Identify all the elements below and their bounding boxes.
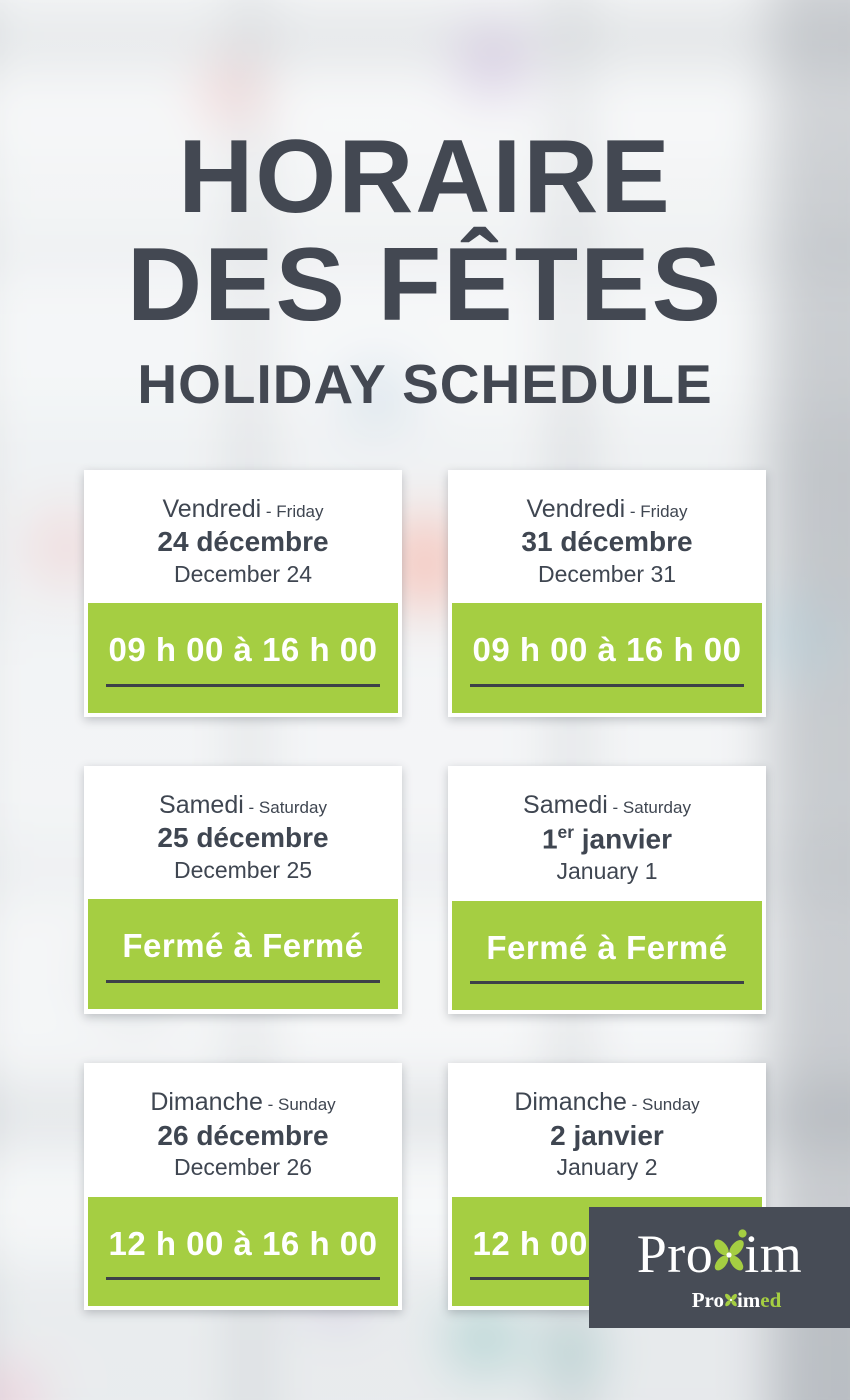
schedule-card: Samedi - Saturday 1er janvier January 1 … — [448, 765, 766, 1015]
card-day-line: Dimanche - Sunday — [458, 1089, 756, 1115]
card-day-line: Vendredi - Friday — [458, 496, 756, 522]
card-hours-text: 09 h 00 à 16 h 00 — [108, 631, 378, 669]
card-hours-block: 12 h 00 à 16 h 00 — [88, 1196, 398, 1307]
card-date-en: December 31 — [537, 561, 677, 588]
card-hours-underline — [470, 683, 744, 687]
card-day-separator: - — [625, 502, 641, 521]
card-day-separator: - — [262, 1095, 278, 1115]
card-hours-underline — [106, 683, 380, 687]
card-header: Samedi - Saturday 25 décembre December 2… — [88, 770, 398, 899]
card-day-fr: Dimanche — [150, 1088, 263, 1117]
logo-sub-post: ed — [760, 1287, 782, 1312]
card-day-en: Friday — [640, 502, 688, 521]
card-day-separator: - — [261, 502, 277, 521]
card-hours-underline — [106, 979, 380, 983]
card-date-fr: 31 décembre — [521, 526, 693, 558]
card-date-fr: 24 décembre — [157, 526, 329, 558]
schedule-card: Samedi - Saturday 25 décembre December 2… — [84, 765, 402, 1015]
card-hours-block: 09 h 00 à 16 h 00 — [88, 603, 398, 713]
card-hours-text: 12 h 00 à 16 h 00 — [108, 1224, 378, 1262]
page-title-fr-line2: DES FÊTES — [127, 226, 723, 343]
card-day-line: Samedi - Saturday — [458, 792, 756, 818]
card-hours-underline — [106, 1277, 380, 1281]
card-day-line: Dimanche - Sunday — [94, 1089, 392, 1115]
card-day-en: Saturday — [622, 797, 691, 817]
card-day-en: Friday — [276, 502, 324, 521]
card-day-fr: Vendredi — [162, 495, 262, 523]
card-date-fr: 26 décembre — [157, 1119, 329, 1151]
card-header: Dimanche - Sunday 2 janvier January 2 — [452, 1067, 762, 1196]
card-date-en: December 26 — [173, 1154, 313, 1181]
card-day-fr: Samedi — [159, 790, 244, 819]
card-header: Samedi - Saturday 1er janvier January 1 — [452, 770, 762, 901]
schedule-card: Vendredi - Friday 24 décembre December 2… — [84, 470, 402, 717]
logo-text-pre: Pro — [636, 1223, 714, 1284]
page-title-en: HOLIDAY SCHEDULE — [137, 352, 713, 415]
card-day-en: Sunday — [278, 1095, 336, 1115]
card-date-fr-ordinal: er — [557, 822, 574, 843]
logo-wordmark-proximed: Pro imed — [691, 1287, 782, 1312]
card-day-separator: - — [243, 797, 259, 817]
card-header: Vendredi - Friday 24 décembre December 2… — [88, 474, 398, 603]
schedule-card: Vendredi - Friday 31 décembre December 3… — [448, 470, 766, 717]
card-hours-text: 09 h 00 à 16 h 00 — [472, 631, 742, 669]
card-hours-block: Fermé à Fermé — [88, 899, 398, 1009]
card-day-line: Vendredi - Friday — [94, 496, 392, 522]
card-day-line: Samedi - Saturday — [94, 792, 392, 818]
card-day-fr: Vendredi — [526, 495, 626, 523]
card-day-separator: - — [626, 1095, 642, 1115]
card-date-fr: 1er janvier — [458, 823, 756, 855]
card-date-en: December 25 — [173, 857, 313, 884]
logo-wordmark-proxim: Pro im — [637, 1227, 803, 1281]
butterfly-x-icon — [709, 1228, 749, 1275]
poster-headings: HORAIRE DES FÊTES HOLIDAY SCHEDULE — [0, 119, 850, 416]
card-day-fr: Samedi — [523, 790, 608, 819]
card-header: Dimanche - Sunday 26 décembre December 2… — [88, 1067, 398, 1196]
card-date-fr: 25 décembre — [157, 822, 329, 854]
schedule-grid: Vendredi - Friday 24 décembre December 2… — [84, 470, 766, 1311]
card-hours-underline — [470, 981, 744, 985]
card-date-en: January 2 — [556, 1154, 658, 1181]
logo-text-post: im — [744, 1223, 803, 1284]
card-day-fr: Dimanche — [514, 1088, 627, 1117]
card-day-separator: - — [607, 797, 623, 817]
schedule-card: Dimanche - Sunday 26 décembre December 2… — [84, 1063, 402, 1311]
card-hours-text: Fermé à Fermé — [122, 927, 364, 965]
logo-sub-mid: im — [736, 1287, 761, 1312]
card-hours-block: Fermé à Fermé — [452, 900, 762, 1011]
card-day-en: Saturday — [258, 797, 327, 817]
card-hours-text: Fermé à Fermé — [486, 928, 728, 966]
card-date-fr: 2 janvier — [550, 1119, 664, 1151]
card-date-fr-month: janvier — [581, 823, 673, 855]
butterfly-x-icon-small — [723, 1292, 739, 1308]
card-header: Vendredi - Friday 31 décembre December 3… — [452, 474, 762, 603]
page-title-fr-line1: HORAIRE — [178, 119, 672, 235]
card-day-en: Sunday — [642, 1095, 700, 1115]
card-hours-block: 09 h 00 à 16 h 00 — [452, 603, 762, 713]
proxim-logo: Pro im Pro imed — [589, 1207, 850, 1328]
logo-sub-pre: Pro — [691, 1287, 724, 1312]
card-date-en: December 24 — [173, 561, 313, 588]
card-date-fr-number: 1 — [541, 823, 558, 855]
card-date-en: January 1 — [556, 858, 658, 885]
